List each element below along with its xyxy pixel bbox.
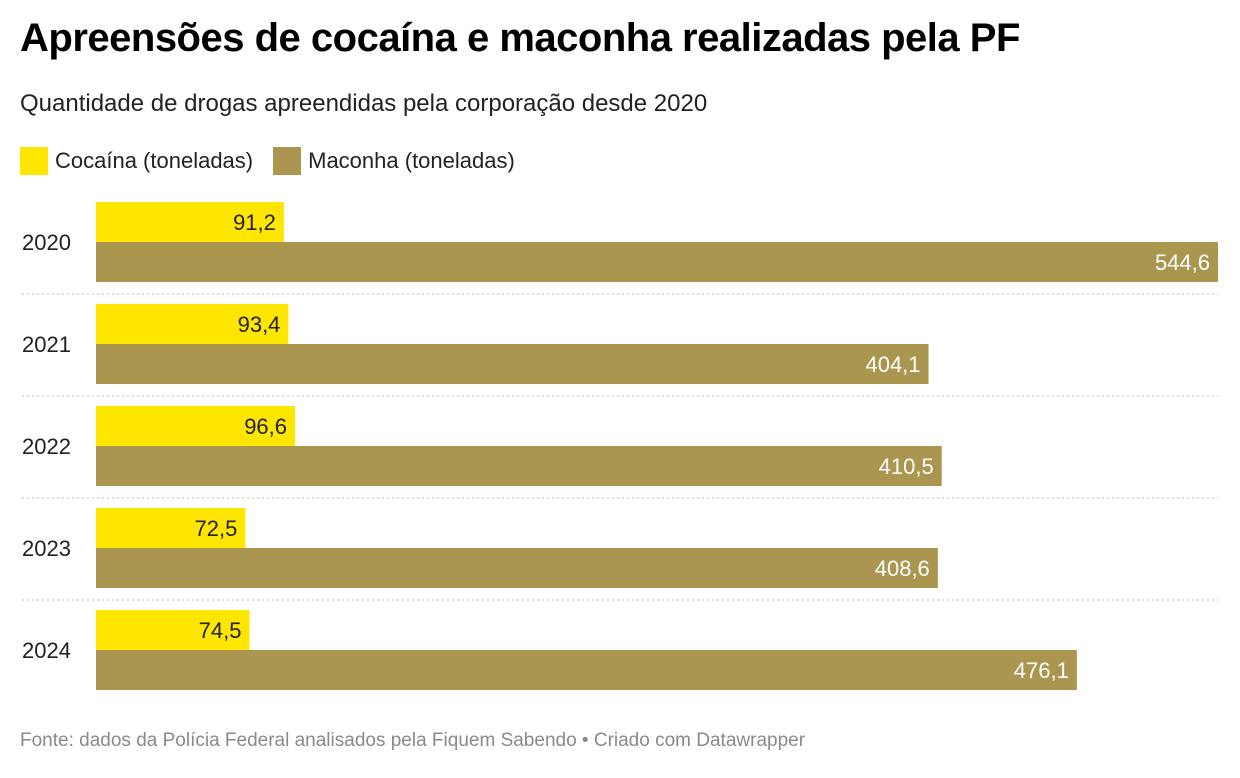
value-label-maconha-2022: 410,5 [879, 454, 934, 479]
bar-maconha-2020 [96, 242, 1218, 282]
legend-label-maconha: Maconha (toneladas) [308, 148, 515, 173]
bar-cocaina-2024 [96, 610, 250, 650]
bar-maconha-2023 [96, 548, 938, 588]
value-label-cocaina-2020: 91,2 [233, 210, 276, 235]
value-label-maconha-2023: 408,6 [875, 556, 930, 581]
legend-item-cocaina: Cocaína (toneladas) [20, 147, 253, 175]
value-label-cocaina-2024: 74,5 [199, 618, 242, 643]
legend-label-cocaina: Cocaína (toneladas) [55, 148, 254, 173]
value-label-cocaina-2023: 72,5 [195, 516, 238, 541]
value-label-cocaina-2022: 96,6 [244, 414, 287, 439]
legend: Cocaína (toneladas) Maconha (toneladas) [20, 146, 535, 176]
bar-maconha-2024 [96, 650, 1077, 690]
bar-maconha-2022 [96, 446, 942, 486]
legend-swatch-maconha [273, 147, 302, 175]
bar-chart: 2020 91,2 544,6 2021 93,4 404,1 2022 96,6 410,5 2… [22, 202, 1218, 690]
bar-cocaina-2021 [96, 304, 289, 344]
value-label-maconha-2020: 544,6 [1155, 250, 1210, 275]
category-label-2021: 2021 [22, 332, 71, 357]
chart-title: Apreensões de cocaína e maconha realizad… [20, 16, 1020, 60]
legend-item-maconha: Maconha (toneladas) [273, 147, 515, 175]
category-label-2020: 2020 [22, 230, 71, 255]
category-label-2022: 2022 [22, 434, 71, 459]
bar-maconha-2021 [96, 344, 929, 384]
bar-cocaina-2020 [96, 202, 284, 242]
category-label-2023: 2023 [22, 536, 71, 561]
value-label-cocaina-2021: 93,4 [238, 312, 281, 337]
legend-swatch-cocaina [20, 147, 48, 175]
source-note: Fonte: dados da Polícia Federal analisad… [20, 730, 806, 751]
category-label-2024: 2024 [22, 638, 71, 663]
value-label-maconha-2021: 404,1 [865, 352, 920, 377]
bar-cocaina-2022 [96, 406, 296, 446]
bar-cocaina-2023 [96, 508, 246, 548]
chart-subtitle: Quantidade de drogas apreendidas pela co… [20, 90, 708, 117]
value-label-maconha-2024: 476,1 [1014, 658, 1069, 683]
